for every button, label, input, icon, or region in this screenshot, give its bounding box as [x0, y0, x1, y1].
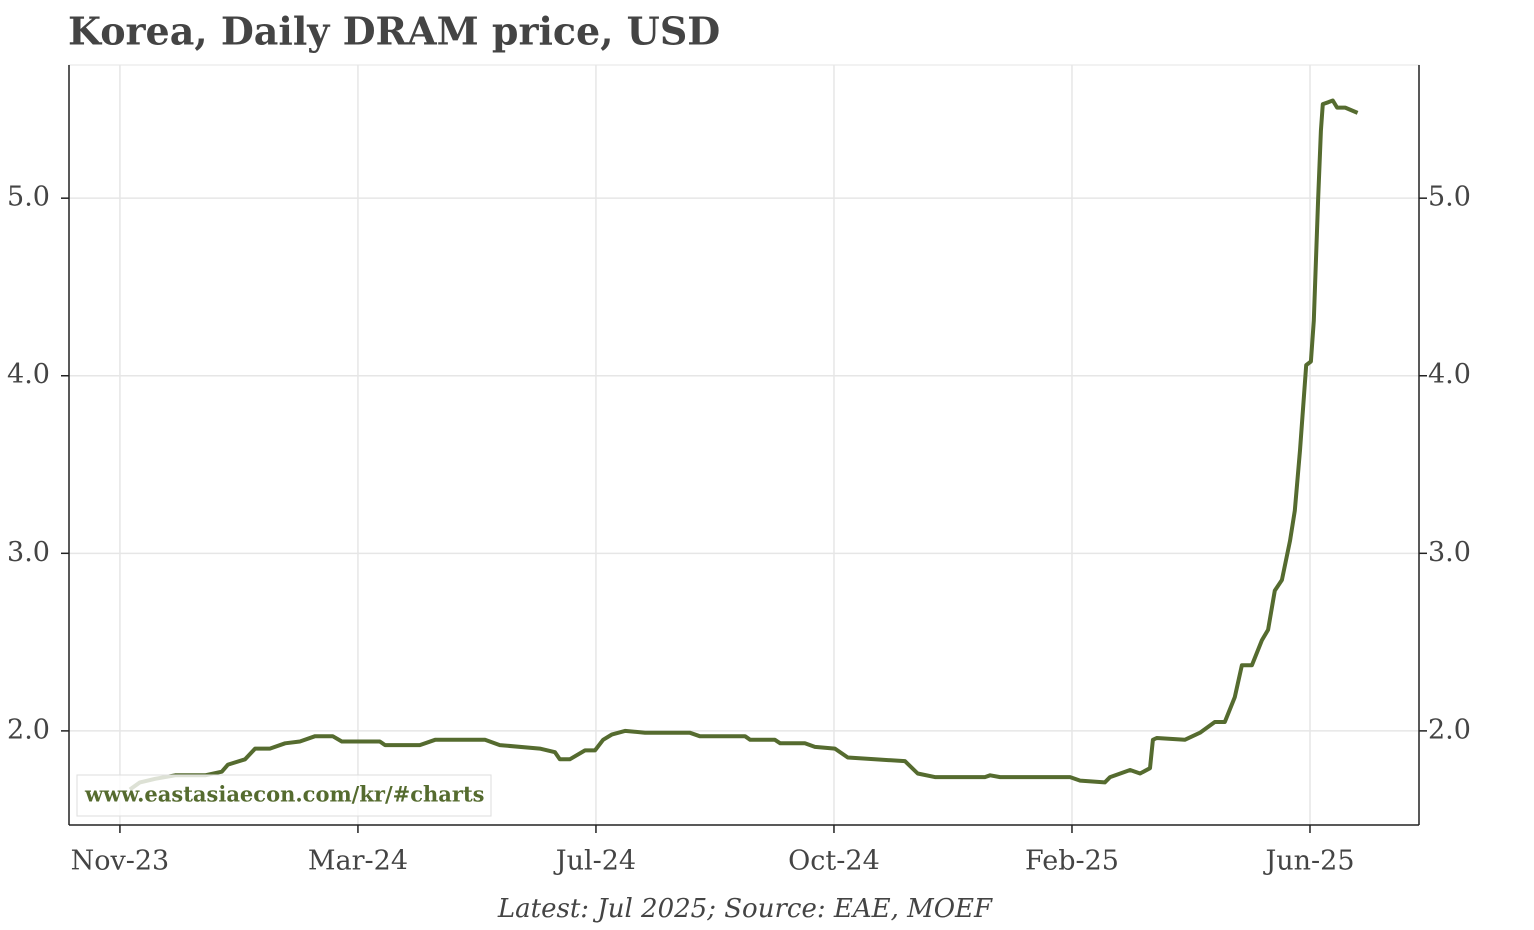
- x-tick-label: Nov-23: [71, 846, 170, 877]
- x-tick-label: Mar-24: [308, 846, 408, 877]
- x-tick-label: Jun-25: [1262, 846, 1354, 877]
- annotation: www.eastasiaecon.com/kr/#charts: [84, 782, 484, 807]
- y-tick-label: 3.0: [1428, 537, 1471, 568]
- y-tick-label: 4.0: [1428, 359, 1471, 390]
- chart-title: Korea, Daily DRAM price, USD: [68, 9, 720, 54]
- annotation-box: [76, 774, 492, 817]
- y-tick-label: 4.0: [7, 359, 50, 390]
- y-tick-label: 5.0: [1428, 182, 1471, 213]
- data-line: [128, 98, 1359, 792]
- x-tick-label: Jul-24: [553, 846, 636, 877]
- y-tick-label: 3.0: [7, 537, 50, 568]
- source-note: Latest: Jul 2025; Source: EAE, MOEF: [497, 894, 993, 924]
- x-tick-label: Feb-25: [1025, 846, 1119, 877]
- plot-frame: [68, 64, 1420, 826]
- y-tick-label: 2.0: [7, 714, 50, 745]
- y-tick-label: 5.0: [7, 182, 50, 213]
- y-tick-label: 2.0: [1428, 714, 1471, 745]
- x-tick-label: Oct-24: [788, 846, 880, 877]
